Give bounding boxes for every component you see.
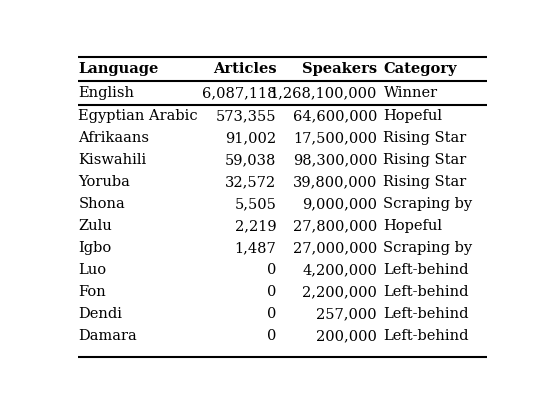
Text: 6,087,118: 6,087,118	[202, 87, 277, 101]
Text: Scraping by: Scraping by	[384, 197, 473, 211]
Text: Dendi: Dendi	[78, 307, 123, 321]
Text: Kiswahili: Kiswahili	[78, 154, 147, 167]
Text: 27,800,000: 27,800,000	[293, 219, 377, 233]
Text: Category: Category	[384, 62, 457, 77]
Text: 27,000,000: 27,000,000	[293, 241, 377, 255]
Text: Left-behind: Left-behind	[384, 285, 469, 299]
Text: 573,355: 573,355	[216, 109, 277, 124]
Text: 4,200,000: 4,200,000	[302, 263, 377, 277]
Text: 1,268,100,000: 1,268,100,000	[269, 87, 377, 101]
Text: Yoruba: Yoruba	[78, 175, 130, 189]
Text: Left-behind: Left-behind	[384, 307, 469, 321]
Text: English: English	[78, 87, 134, 101]
Text: Afrikaans: Afrikaans	[78, 131, 150, 145]
Text: 0: 0	[267, 285, 277, 299]
Text: Winner: Winner	[384, 87, 438, 101]
Text: Hopeful: Hopeful	[384, 109, 443, 124]
Text: 2,200,000: 2,200,000	[302, 285, 377, 299]
Text: Articles: Articles	[213, 62, 277, 77]
Text: Damara: Damara	[78, 329, 137, 343]
Text: 39,800,000: 39,800,000	[293, 175, 377, 189]
Text: 59,038: 59,038	[225, 154, 277, 167]
Text: 9,000,000: 9,000,000	[302, 197, 377, 211]
Text: 98,300,000: 98,300,000	[293, 154, 377, 167]
Text: 64,600,000: 64,600,000	[293, 109, 377, 124]
Text: Speakers: Speakers	[302, 62, 377, 77]
Text: Rising Star: Rising Star	[384, 154, 466, 167]
Text: Hopeful: Hopeful	[384, 219, 443, 233]
Text: 1,487: 1,487	[235, 241, 277, 255]
Text: Luo: Luo	[78, 263, 107, 277]
Text: Scraping by: Scraping by	[384, 241, 473, 255]
Text: Left-behind: Left-behind	[384, 263, 469, 277]
Text: Shona: Shona	[78, 197, 125, 211]
Text: 0: 0	[267, 307, 277, 321]
Text: Language: Language	[78, 62, 159, 77]
Text: 91,002: 91,002	[225, 131, 277, 145]
Text: Fon: Fon	[78, 285, 106, 299]
Text: 200,000: 200,000	[316, 329, 377, 343]
Text: Left-behind: Left-behind	[384, 329, 469, 343]
Text: Rising Star: Rising Star	[384, 131, 466, 145]
Text: 5,505: 5,505	[235, 197, 277, 211]
Text: 257,000: 257,000	[316, 307, 377, 321]
Text: 2,219: 2,219	[235, 219, 277, 233]
Text: 32,572: 32,572	[225, 175, 277, 189]
Text: Zulu: Zulu	[78, 219, 112, 233]
Text: 0: 0	[267, 329, 277, 343]
Text: Igbo: Igbo	[78, 241, 112, 255]
Text: 0: 0	[267, 263, 277, 277]
Text: 17,500,000: 17,500,000	[293, 131, 377, 145]
Text: Egyptian Arabic: Egyptian Arabic	[78, 109, 198, 124]
Text: Rising Star: Rising Star	[384, 175, 466, 189]
